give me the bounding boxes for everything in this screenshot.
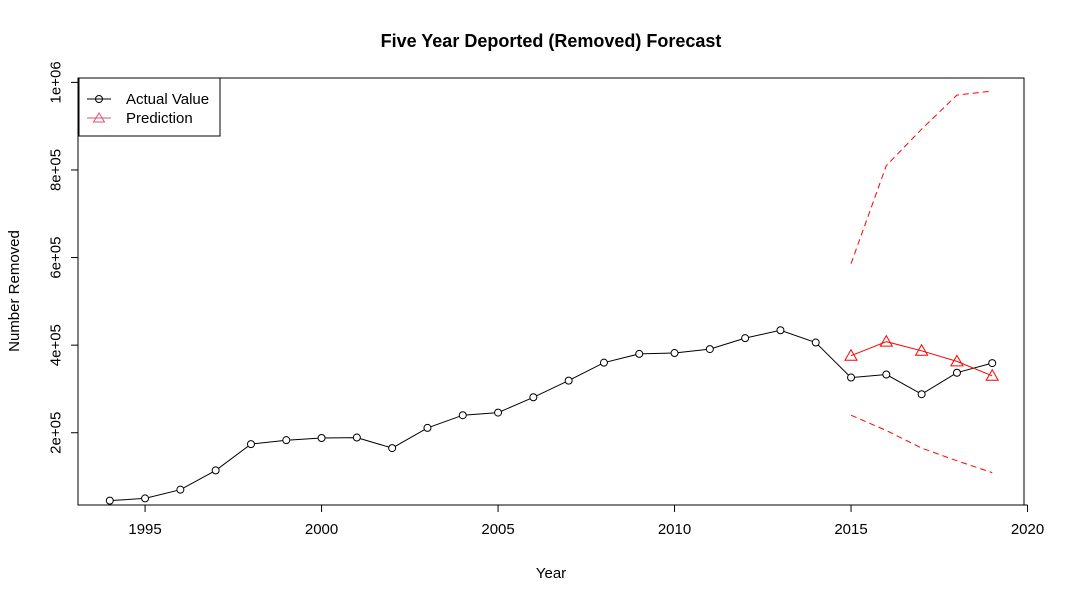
actual-value-point [458, 411, 467, 420]
legend-prediction-label: Prediction [126, 110, 193, 127]
prediction-point [985, 368, 1000, 381]
actual-value-point [529, 393, 538, 402]
actual-value-point [176, 485, 185, 494]
y-tick-label: 2e+05 [48, 412, 65, 454]
y-axis-label: Number Removed [6, 230, 23, 352]
actual-value-point [105, 496, 114, 505]
actual-value-point [705, 345, 714, 354]
x-tick-label: 1995 [128, 521, 161, 538]
legend-prediction-marker [92, 112, 106, 123]
actual-value-point [317, 433, 326, 442]
axes: 1995 2000 2005 2010 2015 2020 2e+05 4e+05 6e+05 8… [48, 61, 1045, 538]
interval-bound-3-line [850, 414, 993, 474]
actual-value-point [741, 334, 750, 343]
actual-value-point [882, 370, 891, 379]
plot-series [105, 90, 1000, 505]
interval-bound-2-line [850, 90, 993, 264]
x-tick-label: 2000 [305, 521, 338, 538]
actual-value-point [246, 440, 255, 449]
actual-value-point [141, 494, 150, 503]
x-tick-label: 2005 [481, 521, 514, 538]
prediction-point [844, 348, 858, 361]
actual-value-point [599, 358, 608, 367]
y-tick-label: 4e+05 [48, 324, 65, 366]
chart-title: Five Year Deported (Removed) Forecast [381, 31, 722, 51]
legend-actual-marker [95, 95, 103, 103]
legend-box [78, 77, 221, 137]
prediction-point [914, 343, 929, 356]
actual-value-point [564, 376, 573, 385]
actual-value-point [952, 368, 961, 377]
prediction-point [950, 354, 964, 367]
x-tick-label: 2020 [1011, 521, 1044, 538]
actual-value-point [352, 433, 361, 442]
actual-value-point [847, 373, 856, 382]
actual-value-point [670, 349, 679, 358]
actual-value-point [635, 349, 644, 358]
y-tick-label: 1e+06 [48, 61, 65, 103]
prediction-line [850, 341, 993, 377]
x-tick-label: 2010 [658, 521, 691, 538]
prediction-point [879, 334, 894, 347]
x-axis-label: Year [536, 565, 566, 582]
y-tick-label: 8e+05 [48, 149, 65, 191]
legend-actual-label: Actual Value [126, 91, 209, 108]
actual-value-point [211, 466, 220, 475]
actual-value-point [388, 444, 397, 453]
actual-value-point [282, 436, 291, 445]
x-tick-label: 2015 [834, 521, 867, 538]
actual-value-point [423, 423, 432, 432]
actual-value-point [776, 326, 785, 335]
actual-value-line [109, 329, 993, 502]
actual-value-point [494, 408, 503, 417]
actual-value-point [917, 390, 926, 399]
actual-value-point [811, 338, 820, 347]
actual-value-point [988, 359, 997, 368]
legend: Actual Value Prediction [78, 77, 221, 137]
y-tick-label: 6e+05 [48, 236, 65, 278]
